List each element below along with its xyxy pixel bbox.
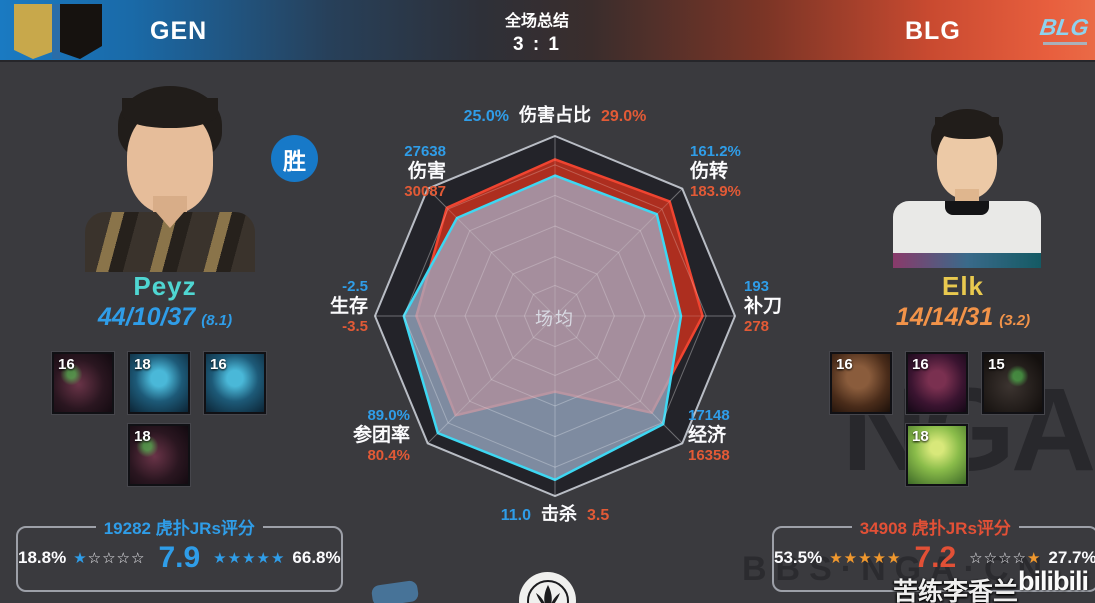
rating-score-elk: 7.2 [914, 541, 957, 574]
player-kda-elk: 14/14/31 (3.2) [895, 303, 1031, 331]
right-team-name: BLG [905, 17, 961, 45]
bbs-nga-watermark: BBS·NGA·CN [742, 550, 1052, 588]
champion-icon-kalista: 18 [128, 352, 190, 414]
champion-icon-varus: 16 [906, 352, 968, 414]
axis-label-kills: 11.0 击杀 3.5 [500, 504, 610, 524]
axis-label-gold: 17148 经济 16358 [688, 407, 730, 464]
uploader-watermark: 苦练李香兰 [893, 578, 1019, 603]
blg-team-logo-icon: BLG [1039, 14, 1091, 45]
rating-row-peyz: 18.8% ★☆☆☆☆ 7.9 ★★★★★ 66.8% [18, 541, 341, 574]
champion-icon-zeri: 18 [906, 424, 968, 486]
win-badge: 胜 [271, 135, 318, 182]
low-stars: ★☆☆☆☆ [73, 550, 146, 567]
champion-level: 16 [836, 356, 853, 373]
rating-box-elk: 34908 虎扑JRs评分 53.5% ★★★★★ 7.2 ☆☆☆☆★ 27.7… [772, 514, 1095, 592]
rating-title-elk: 34908 虎扑JRs评分 [859, 519, 1011, 538]
msi-logo-icon [519, 572, 576, 603]
rating-box-peyz: 19282 虎扑JRs评分 18.8% ★☆☆☆☆ 7.9 ★★★★★ 66.8… [16, 514, 343, 592]
rating-title-peyz: 19282 虎扑JRs评分 [103, 519, 255, 538]
bilibili-logo: bilibili [1018, 566, 1089, 596]
gen-team-logo-icon [14, 4, 102, 59]
radar-chart [373, 134, 737, 498]
decoration-blob [370, 579, 420, 603]
axis-label-cs: 193 补刀 278 [744, 278, 783, 335]
player-photo-peyz [60, 70, 280, 272]
header-center: 全场总结 3 : 1 [457, 7, 617, 56]
champion-icon-senna: 15 [982, 352, 1044, 414]
match-header: GEN 全场总结 3 : 1 BLG BLG [0, 0, 1095, 62]
low-stars: ★★★★★ [829, 550, 902, 567]
axis-label-damage-share: 25.0% 伤害占比 29.0% [463, 105, 647, 125]
player-name-peyz: Peyz [133, 271, 197, 301]
champion-icon-kalista: 16 [204, 352, 266, 414]
champion-level: 16 [912, 356, 929, 373]
player-photo-elk [845, 105, 1085, 268]
axis-label-kill-participation: 89.0% 参团率 80.4% [352, 407, 410, 464]
series-score: 3 : 1 [512, 34, 562, 55]
summary-title: 全场总结 [504, 13, 569, 30]
champion-level: 18 [912, 428, 929, 445]
player-kda-peyz: 44/10/37 (8.1) [97, 303, 233, 331]
high-stars: ☆☆☆☆★ [969, 550, 1042, 567]
rating-score-peyz: 7.9 [158, 541, 201, 574]
champion-level: 16 [210, 356, 227, 373]
champion-level: 18 [134, 428, 151, 445]
axis-label-survival: -2.5 生存 -3.5 [329, 278, 368, 335]
left-team-name: GEN [150, 17, 208, 45]
radar-center-label: 场均 [535, 309, 575, 329]
player-name-elk: Elk [941, 271, 985, 301]
champion-icon-lucian: 16 [830, 352, 892, 414]
rating-row-elk: 53.5% ★★★★★ 7.2 ☆☆☆☆★ 27.7% [774, 541, 1095, 574]
champion-level: 18 [134, 356, 151, 373]
axis-label-damage: 27638 伤害 30087 [404, 143, 446, 200]
champion-icon-senna: 18 [128, 424, 190, 486]
high-stars: ★★★★★ [213, 550, 286, 567]
champion-level: 16 [58, 356, 75, 373]
axis-label-damage-conversion: 161.2% 伤转 183.9% [690, 143, 741, 200]
champion-icon-senna: 16 [52, 352, 114, 414]
champion-level: 15 [988, 356, 1005, 373]
